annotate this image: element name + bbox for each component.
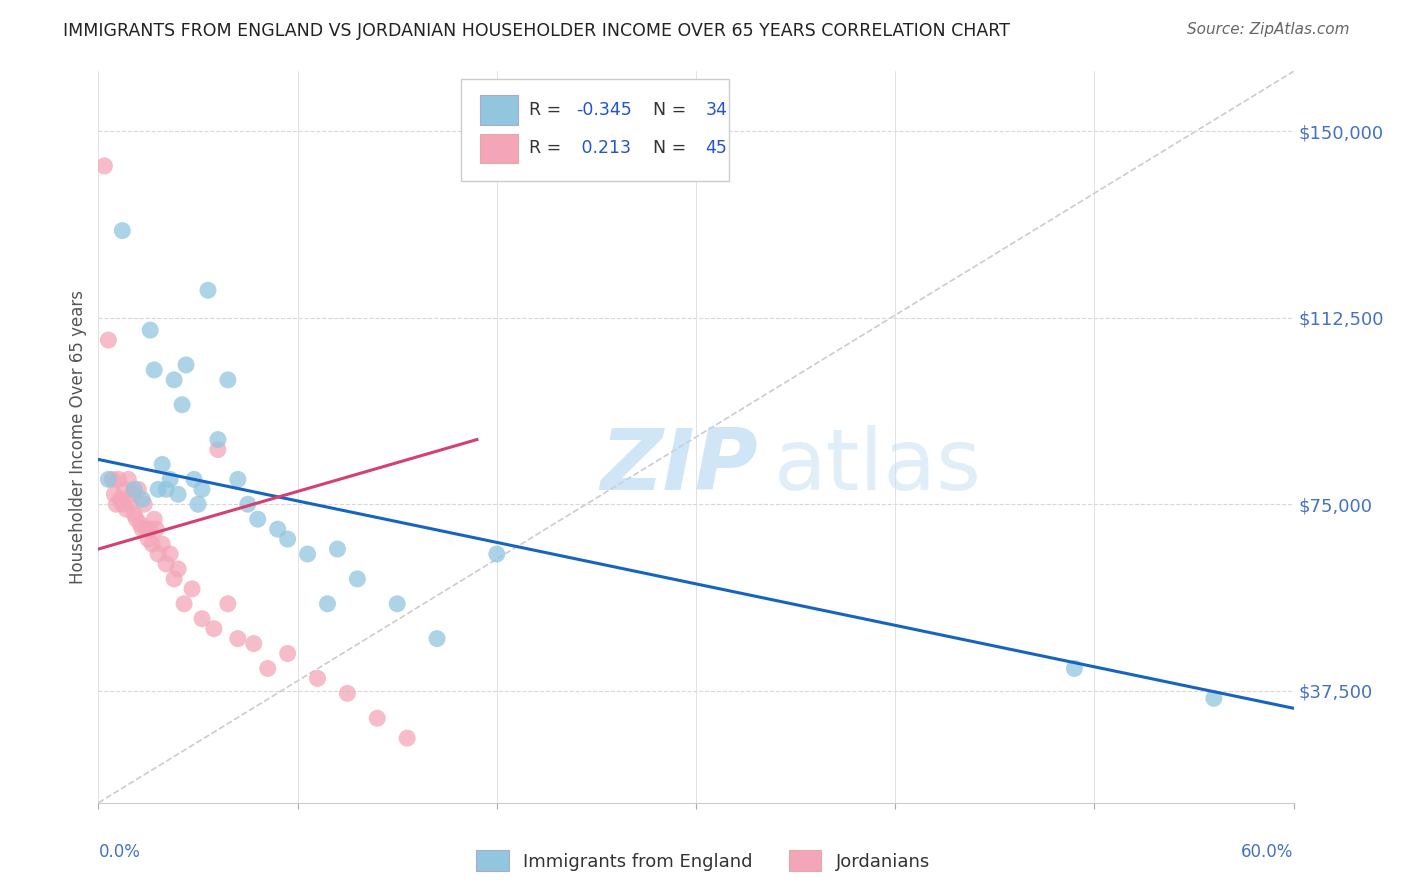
- Point: [139, 323, 162, 337]
- Text: IMMIGRANTS FROM ENGLAND VS JORDANIAN HOUSEHOLDER INCOME OVER 65 YEARS CORRELATIO: IMMIGRANTS FROM ENGLAND VS JORDANIAN HOU…: [63, 22, 1010, 40]
- Point: [150, 537, 173, 551]
- Point: [134, 497, 156, 511]
- Point: [145, 522, 167, 536]
- Point: [207, 442, 229, 457]
- Point: [112, 483, 135, 497]
- Point: [246, 512, 269, 526]
- Text: 45: 45: [706, 139, 727, 157]
- Point: [155, 557, 177, 571]
- Point: [107, 472, 129, 486]
- Point: [277, 532, 299, 546]
- Point: [172, 398, 194, 412]
- Point: [207, 433, 229, 447]
- Y-axis label: Householder Income Over 65 years: Householder Income Over 65 years: [69, 290, 87, 584]
- Point: [125, 512, 148, 526]
- Point: [217, 597, 239, 611]
- Point: [226, 472, 249, 486]
- Point: [111, 497, 134, 511]
- Point: [202, 622, 225, 636]
- Point: [426, 632, 449, 646]
- Point: [336, 686, 359, 700]
- Point: [124, 483, 146, 497]
- Point: [148, 483, 170, 497]
- Text: N =: N =: [643, 139, 692, 157]
- FancyBboxPatch shape: [461, 78, 730, 181]
- Point: [148, 547, 170, 561]
- Point: [124, 507, 146, 521]
- Point: [1202, 691, 1225, 706]
- Point: [159, 472, 181, 486]
- Point: [197, 283, 219, 297]
- Point: [97, 333, 120, 347]
- Point: [297, 547, 319, 561]
- Point: [110, 492, 132, 507]
- Point: [236, 497, 259, 511]
- Point: [167, 562, 190, 576]
- Point: [93, 159, 115, 173]
- Text: R =: R =: [529, 101, 567, 120]
- Point: [226, 632, 249, 646]
- Point: [396, 731, 419, 745]
- Point: [163, 572, 186, 586]
- Point: [101, 472, 124, 486]
- Point: [103, 487, 125, 501]
- Point: [115, 502, 138, 516]
- Point: [307, 672, 329, 686]
- Point: [163, 373, 186, 387]
- Point: [97, 472, 120, 486]
- Point: [1063, 661, 1085, 675]
- Text: Source: ZipAtlas.com: Source: ZipAtlas.com: [1187, 22, 1350, 37]
- Point: [121, 487, 143, 501]
- Point: [129, 517, 152, 532]
- Point: [143, 363, 166, 377]
- Point: [143, 512, 166, 526]
- Point: [243, 636, 266, 650]
- Point: [150, 458, 173, 472]
- Point: [326, 542, 349, 557]
- Text: ZIP: ZIP: [600, 425, 758, 508]
- Point: [135, 522, 157, 536]
- Point: [174, 358, 197, 372]
- Point: [217, 373, 239, 387]
- Point: [139, 522, 162, 536]
- Point: [167, 487, 190, 501]
- Point: [277, 647, 299, 661]
- Point: [131, 522, 153, 536]
- Point: [117, 472, 139, 486]
- Point: [366, 711, 388, 725]
- Point: [267, 522, 290, 536]
- Point: [120, 497, 142, 511]
- Text: 34: 34: [706, 101, 727, 120]
- Point: [191, 612, 214, 626]
- Point: [316, 597, 339, 611]
- FancyBboxPatch shape: [479, 95, 517, 125]
- Point: [346, 572, 368, 586]
- Point: [256, 661, 278, 675]
- Text: R =: R =: [529, 139, 567, 157]
- Point: [385, 597, 409, 611]
- Point: [155, 483, 177, 497]
- Text: -0.345: -0.345: [576, 101, 633, 120]
- Legend: Immigrants from England, Jordanians: Immigrants from England, Jordanians: [470, 843, 936, 879]
- Point: [183, 472, 205, 486]
- Point: [191, 483, 214, 497]
- Point: [131, 492, 153, 507]
- Point: [159, 547, 181, 561]
- Point: [485, 547, 508, 561]
- Text: 0.213: 0.213: [576, 139, 631, 157]
- Point: [127, 483, 149, 497]
- Point: [136, 532, 159, 546]
- Point: [181, 582, 204, 596]
- Point: [187, 497, 209, 511]
- Point: [111, 224, 134, 238]
- Text: N =: N =: [643, 101, 692, 120]
- Text: 60.0%: 60.0%: [1241, 843, 1294, 861]
- Text: 0.0%: 0.0%: [98, 843, 141, 861]
- Point: [141, 537, 163, 551]
- FancyBboxPatch shape: [479, 134, 517, 163]
- Point: [173, 597, 195, 611]
- Text: atlas: atlas: [773, 425, 981, 508]
- Point: [105, 497, 128, 511]
